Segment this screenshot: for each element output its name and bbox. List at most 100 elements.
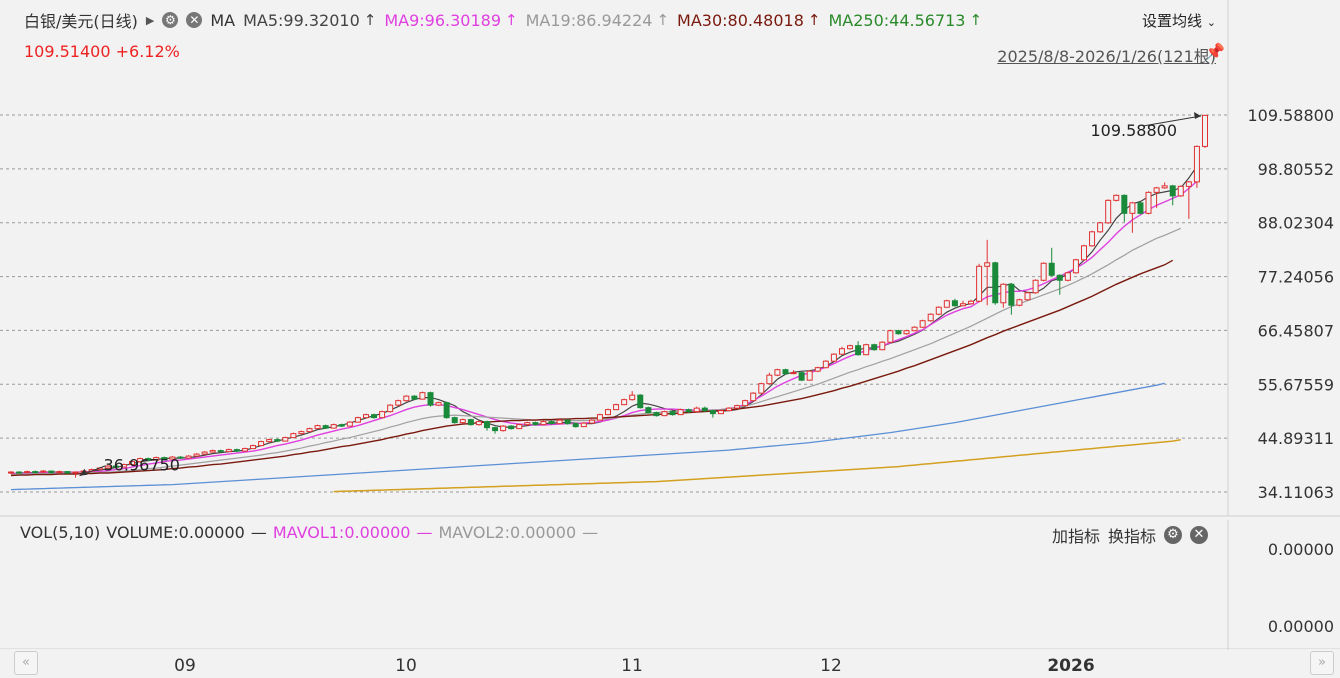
candle-body xyxy=(564,419,571,425)
candle-down xyxy=(564,419,571,425)
candle-body xyxy=(1000,283,1007,304)
candle-down xyxy=(653,411,660,417)
candle-body xyxy=(621,399,628,406)
ma-settings-button[interactable]: 设置均线 ⌄ xyxy=(1142,10,1216,31)
indicator-row: 白银/美元(日线) ▶ ⚙ ✕ MA MA5:99.32010 ↑ MA9:96… xyxy=(24,8,990,32)
candle-up xyxy=(403,395,410,402)
candle-body xyxy=(572,423,579,428)
y-tick-label: 88.02304 xyxy=(1258,214,1334,233)
candle-up xyxy=(822,360,829,369)
switch-indicator-button[interactable]: 换指标 xyxy=(1107,527,1156,546)
candle-up xyxy=(330,423,337,429)
high-pointer xyxy=(1142,115,1202,127)
candle-up xyxy=(362,413,369,419)
candle-body xyxy=(613,404,620,411)
candle-body xyxy=(459,419,466,424)
add-indicator-button[interactable]: 加指标 xyxy=(1051,527,1100,546)
candle-body xyxy=(274,439,281,442)
ma-label[interactable]: MA xyxy=(210,10,236,30)
candle-up xyxy=(935,306,942,316)
candle-body xyxy=(330,424,337,429)
gear-icon[interactable]: ⚙ xyxy=(1164,526,1182,544)
candle-body xyxy=(306,428,313,433)
candle-down xyxy=(217,449,224,453)
chevron-down-icon: ⌄ xyxy=(1206,16,1216,29)
pin-icon[interactable]: 📌 xyxy=(1205,42,1225,61)
gear-icon[interactable]: ⚙ xyxy=(162,12,179,28)
candle-body xyxy=(1097,222,1104,233)
candle-down xyxy=(48,470,55,474)
candle-body xyxy=(1177,185,1184,197)
candle-body xyxy=(40,470,47,473)
scroll-left-icon[interactable]: « xyxy=(14,651,38,675)
candle-down xyxy=(572,422,579,428)
candle-up xyxy=(588,419,595,424)
candle-up xyxy=(1024,291,1031,301)
candle-body xyxy=(314,425,321,430)
close-icon[interactable]: ✕ xyxy=(186,12,203,28)
candle-down xyxy=(1048,247,1055,277)
y-tick-label: 34.11063 xyxy=(1258,483,1334,502)
y-tick-label: 77.24056 xyxy=(1258,268,1334,287)
price-chart[interactable]: 109.58800 98.80552 88.02304 77.24056 66.4580… xyxy=(0,0,1340,520)
candle-body xyxy=(726,407,733,412)
volume-chart[interactable]: 0.00000 0.00000 xyxy=(0,520,1340,650)
candle-body xyxy=(1008,283,1015,306)
candle-body xyxy=(24,471,31,474)
candle-body xyxy=(7,471,15,474)
candle-up xyxy=(613,403,620,411)
vol-title[interactable]: VOL(5,10) xyxy=(20,523,101,542)
candle-up xyxy=(120,463,127,468)
candle-body xyxy=(1064,272,1071,281)
candle-body xyxy=(282,437,289,442)
candle-up xyxy=(516,423,523,430)
candle-body xyxy=(104,465,111,469)
candle-up xyxy=(766,372,773,385)
candle-body xyxy=(790,372,797,375)
candle-up xyxy=(629,391,636,401)
symbol-title[interactable]: 白银/美元(日线) xyxy=(24,12,138,31)
candle-body xyxy=(524,422,531,426)
ma19-up-arrow-icon: ↑ xyxy=(656,11,670,29)
candle-down xyxy=(371,413,378,419)
candle-body xyxy=(847,345,854,350)
candle-down xyxy=(427,391,434,407)
candle-up xyxy=(24,470,31,474)
high-pointer-arrow xyxy=(1194,112,1201,119)
candle-body xyxy=(588,419,595,424)
candle-up xyxy=(1064,271,1071,282)
candle-up xyxy=(1177,185,1184,197)
candle-up xyxy=(1000,283,1007,308)
candle-down xyxy=(443,401,450,419)
candle-body xyxy=(217,450,224,453)
candle-up xyxy=(435,401,442,407)
close-icon[interactable]: ✕ xyxy=(1190,526,1208,544)
candle-body xyxy=(443,402,450,419)
candle-body xyxy=(241,448,248,452)
candle-body xyxy=(548,421,555,425)
candle-up xyxy=(290,432,297,439)
candle-up xyxy=(1145,191,1152,215)
candle-up xyxy=(1072,258,1079,274)
candle-body xyxy=(669,411,676,416)
candle-up xyxy=(129,460,136,466)
candle-down xyxy=(467,418,474,426)
candle-up xyxy=(750,392,757,402)
play-triangle-icon[interactable]: ▶ xyxy=(145,13,155,27)
scroll-right-icon[interactable]: » xyxy=(1310,651,1334,675)
candle-body xyxy=(992,262,999,304)
candle-up xyxy=(185,455,192,459)
volume-dash: — xyxy=(250,523,267,542)
candle-up xyxy=(395,399,402,407)
candle-body xyxy=(604,409,612,416)
candle-body xyxy=(427,392,434,406)
candle-up xyxy=(354,416,361,423)
candle-body xyxy=(258,441,265,447)
candle-up xyxy=(104,465,111,469)
candle-up xyxy=(814,366,821,373)
date-range[interactable]: 2025/8/8-2026/1/26(121根) xyxy=(997,47,1216,66)
candle-down xyxy=(637,394,644,409)
ma5-up-arrow-icon: ↑ xyxy=(363,11,377,29)
price-change: 109.51400 +6.12% xyxy=(24,42,180,61)
candle-body xyxy=(387,404,394,413)
